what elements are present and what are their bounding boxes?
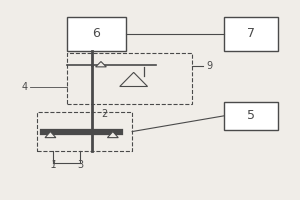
Text: 7: 7 [247, 27, 255, 40]
Polygon shape [45, 132, 56, 138]
Text: 6: 6 [93, 27, 101, 40]
Bar [67, 53, 192, 104]
Text: 1: 1 [50, 160, 56, 170]
Text: 5: 5 [247, 109, 255, 122]
Polygon shape [107, 132, 118, 138]
Text: 9: 9 [206, 61, 213, 71]
Text: 4: 4 [22, 82, 28, 92]
Bar [37, 112, 132, 151]
Bar [67, 17, 126, 51]
Bar [224, 17, 278, 51]
Polygon shape [96, 62, 106, 67]
Text: 3: 3 [77, 160, 83, 170]
Text: 2: 2 [101, 109, 107, 119]
Polygon shape [120, 72, 148, 86]
Bar [224, 102, 278, 130]
